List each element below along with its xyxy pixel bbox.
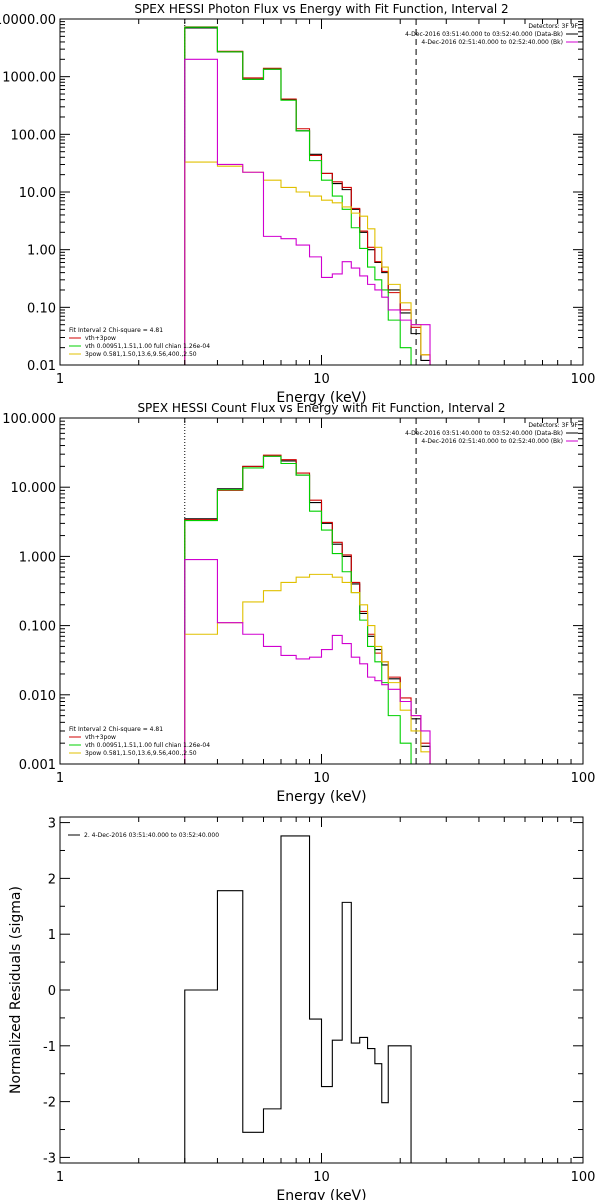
series-group: [184, 26, 431, 365]
fit-legend-header: Fit Interval 2 Chi-square = 4.81: [69, 327, 163, 334]
legend-label: 4-Dec-2016 03:51:40.000 to 03:52:40.000 …: [405, 430, 563, 437]
fit-legend-label: vth+3pow: [85, 734, 116, 741]
series-3pow-line: [184, 161, 431, 365]
series-vth-line: [184, 455, 431, 764]
y-tick-label: 1: [48, 928, 56, 943]
chart-1: SPEX HESSI Photon Flux vs Energy with Fi…: [0, 2, 595, 406]
x-axis-label: Energy (keV): [276, 1188, 366, 1200]
legend-label: 4-Dec-2016 03:51:40.000 to 03:52:40.000 …: [405, 31, 563, 38]
y-tick-label: 0.10: [27, 301, 56, 316]
y-tick-label: 100.00: [11, 128, 57, 143]
y-tick-label: 10000.00: [0, 13, 56, 28]
x-axis-label: Energy (keV): [276, 789, 366, 805]
plot-frame: [59, 18, 584, 366]
plot-frame: [59, 816, 584, 1164]
series-bk-line: [184, 58, 431, 365]
series-data-bk-line: [184, 27, 431, 365]
x-tick-label: 100: [571, 1170, 596, 1185]
x-tick-label: 1: [56, 771, 64, 786]
x-tick-label: 10: [313, 372, 330, 387]
y-tick-label: 10.00: [19, 186, 56, 201]
series-residuals-line: [184, 835, 412, 1163]
y-tick-label: 100.000: [2, 412, 56, 427]
x-tick-label: 100: [571, 372, 596, 387]
series-group: [184, 835, 412, 1163]
fit-legend-label: 3pow 0.581,1.50,13.6,9.56,400.,2.50: [85, 750, 197, 757]
y-tick-label: -2: [43, 1096, 56, 1111]
legend-label: 4-Dec-2016 02:51:40.000 to 02:52:40.000 …: [421, 438, 563, 445]
y-tick-label: 0.010: [19, 689, 56, 704]
x-tick-label: 1: [56, 1170, 64, 1185]
x-tick-label: 1: [56, 372, 64, 387]
x-tick-label: 10: [313, 771, 330, 786]
y-axis-label: Normalized Residuals (sigma): [8, 886, 24, 1094]
series-data-bk-line: [184, 455, 431, 764]
series-3pow-line: [184, 573, 431, 764]
fit-legend-label: vth 0.00951,1.51,1.00 full chian 1.26e-0…: [85, 742, 210, 749]
series-vth-3pow-line: [184, 454, 431, 764]
y-tick-label: 1.00: [27, 244, 56, 259]
legend-header: Detectors: 3F 9F: [528, 23, 578, 30]
series-bk-line: [184, 559, 431, 764]
plot-frame: [59, 417, 584, 765]
y-tick-label: 3: [48, 817, 56, 832]
y-tick-label: 1000.00: [2, 71, 56, 86]
x-axis-label: Energy (keV): [276, 390, 366, 406]
y-tick-label: 0.001: [19, 758, 56, 773]
chart-title: SPEX HESSI Photon Flux vs Energy with Fi…: [134, 2, 508, 16]
fit-legend-header: Fit Interval 2 Chi-square = 4.81: [69, 726, 163, 733]
legend-label: 2. 4-Dec-2016 03:51:40.000 to 03:52:40.0…: [84, 832, 219, 839]
y-tick-label: -3: [43, 1151, 56, 1166]
x-tick-label: 100: [571, 771, 596, 786]
series-vth-3pow-line: [184, 26, 431, 365]
series-vth-line: [184, 26, 431, 365]
fit-legend-label: vth 0.00951,1.51,1.00 full chian 1.26e-0…: [85, 343, 210, 350]
y-tick-label: 2: [48, 872, 56, 887]
y-tick-label: -1: [43, 1040, 56, 1055]
y-tick-label: 10.000: [11, 481, 57, 496]
fit-legend-label: vth+3pow: [85, 335, 116, 342]
legend-label: 4-Dec-2016 02:51:40.000 to 02:52:40.000 …: [421, 39, 563, 46]
chart-title: SPEX HESSI Count Flux vs Energy with Fit…: [137, 401, 505, 415]
y-tick-label: 0: [48, 984, 56, 999]
chart-2: SPEX HESSI Count Flux vs Energy with Fit…: [2, 401, 595, 805]
legend-header: Detectors: 3F 9F: [528, 422, 578, 429]
fit-legend-label: 3pow 0.581,1.50,13.6,9.56,400.,2.50: [85, 351, 197, 358]
y-tick-label: 0.01: [27, 359, 56, 374]
y-tick-label: 1.000: [19, 550, 56, 565]
series-group: [184, 454, 431, 764]
y-tick-label: 0.100: [19, 620, 56, 635]
x-tick-label: 10: [313, 1170, 330, 1185]
